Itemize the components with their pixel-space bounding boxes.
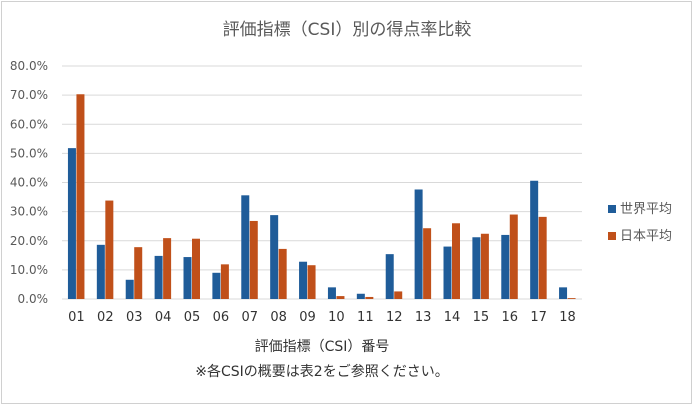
x-tick-label: 05 xyxy=(184,310,201,325)
x-tick-label: 06 xyxy=(213,310,230,325)
chart-title: 評価指標（CSI）別の得点率比較 xyxy=(223,20,472,40)
x-tick-label: 01 xyxy=(68,310,85,325)
y-tick-label: 60.0% xyxy=(10,117,48,131)
bar-世界平均-05 xyxy=(183,257,192,299)
bar-世界平均-08 xyxy=(270,215,279,299)
x-axis-title: 評価指標（CSI）番号 xyxy=(255,339,390,355)
bar-世界平均-13 xyxy=(414,189,423,299)
bar-日本平均-11 xyxy=(365,296,374,299)
bar-日本平均-09 xyxy=(307,265,316,299)
bar-日本平均-01 xyxy=(76,94,85,299)
bar-日本平均-06 xyxy=(220,264,229,299)
y-tick-label: 0.0% xyxy=(18,292,49,306)
bar-日本平均-13 xyxy=(423,228,432,299)
legend-swatch xyxy=(608,205,616,213)
bar-世界平均-09 xyxy=(299,261,308,299)
x-tick-label: 16 xyxy=(502,310,519,325)
x-tick-label: 09 xyxy=(299,310,316,325)
bar-日本平均-15 xyxy=(480,233,489,299)
x-tick-label: 08 xyxy=(270,310,287,325)
bar-日本平均-14 xyxy=(452,223,460,299)
bar-世界平均-17 xyxy=(530,180,539,299)
x-tick-label: 02 xyxy=(97,310,114,325)
x-tick-label: 07 xyxy=(242,310,259,325)
y-tick-label: 10.0% xyxy=(10,263,48,277)
bar-日本平均-04 xyxy=(163,238,172,299)
bar-世界平均-11 xyxy=(356,293,365,299)
x-tick-label: 04 xyxy=(155,310,172,325)
x-tick-label: 14 xyxy=(444,310,461,325)
chart-note: ※各CSIの概要は表2をご参照ください。 xyxy=(195,363,448,380)
x-tick-label: 03 xyxy=(126,310,143,325)
bar-世界平均-01 xyxy=(67,148,76,299)
legend-label: 日本平均 xyxy=(620,229,672,244)
x-tick-label: 18 xyxy=(559,310,576,325)
bar-世界平均-12 xyxy=(385,254,394,299)
x-tick-label: 17 xyxy=(530,310,547,325)
x-tick-label: 12 xyxy=(386,310,403,325)
bar-日本平均-18 xyxy=(567,298,576,299)
bar-世界平均-06 xyxy=(212,272,221,299)
legend-swatch xyxy=(608,232,616,240)
bar-世界平均-04 xyxy=(154,255,163,299)
y-tick-label: 20.0% xyxy=(10,234,48,248)
y-tick-label: 40.0% xyxy=(10,176,48,190)
bar-日本平均-05 xyxy=(192,238,200,299)
y-tick-label: 70.0% xyxy=(10,88,48,102)
x-tick-label: 15 xyxy=(473,310,490,325)
bar-世界平均-14 xyxy=(443,246,452,299)
bar-世界平均-15 xyxy=(472,237,481,299)
y-tick-label: 30.0% xyxy=(10,205,48,219)
bar-世界平均-18 xyxy=(559,287,568,299)
bar-日本平均-08 xyxy=(278,248,287,299)
y-tick-label: 80.0% xyxy=(10,59,48,73)
bar-日本平均-07 xyxy=(249,220,258,299)
x-tick-label: 11 xyxy=(357,310,374,325)
bar-日本平均-03 xyxy=(134,247,143,299)
bar-世界平均-16 xyxy=(501,234,510,299)
legend-label: 世界平均 xyxy=(620,202,672,217)
bar-世界平均-03 xyxy=(125,279,134,299)
bar-日本平均-16 xyxy=(509,214,518,299)
x-tick-label: 10 xyxy=(328,310,345,325)
bar-日本平均-17 xyxy=(538,216,547,299)
bar-日本平均-12 xyxy=(394,291,403,299)
bar-世界平均-10 xyxy=(327,287,336,299)
y-tick-label: 50.0% xyxy=(10,146,48,160)
bar-世界平均-07 xyxy=(241,195,250,299)
x-tick-label: 13 xyxy=(415,310,432,325)
bar-世界平均-02 xyxy=(96,244,105,299)
bar-日本平均-02 xyxy=(105,200,114,299)
bar-日本平均-10 xyxy=(336,296,345,299)
